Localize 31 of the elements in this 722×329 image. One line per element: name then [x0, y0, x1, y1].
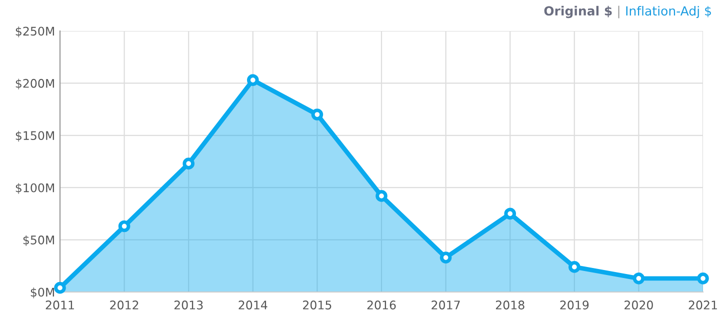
x-tick-label: 2012	[110, 300, 138, 310]
x-tick-label: 2020	[624, 300, 653, 310]
y-tick-label: $100M	[16, 183, 54, 194]
point	[118, 220, 130, 232]
point	[247, 74, 259, 86]
point	[440, 252, 452, 264]
point	[568, 261, 580, 273]
point	[504, 208, 516, 220]
x-tick-label: 2021	[688, 300, 717, 310]
point	[54, 282, 66, 294]
x-tick-label: 2015	[303, 300, 332, 310]
y-tick-label: $50M	[23, 235, 54, 246]
point	[182, 158, 194, 170]
text: |	[618, 6, 620, 18]
point	[311, 108, 324, 120]
y-tick-label: $250M	[16, 26, 54, 38]
x-tick-label: 2016	[367, 300, 396, 310]
text: Original $	[544, 6, 612, 18]
point	[632, 272, 645, 284]
x-tick-label: 2011	[46, 300, 74, 310]
x-tick-label: 2013	[174, 300, 203, 310]
x-tick-label: 2014	[238, 300, 268, 310]
text: Inflation-Adj $	[626, 6, 711, 18]
x-tick-label: 2017	[432, 300, 460, 310]
point	[697, 272, 709, 284]
x-tick-label: 2018	[496, 300, 524, 310]
point	[376, 190, 388, 202]
y-tick-label: $0M	[30, 288, 54, 298]
x-tick-label: 2019	[560, 300, 589, 310]
y-tick-label: $200M	[16, 78, 54, 90]
y-tick-label: $150M	[16, 130, 54, 142]
